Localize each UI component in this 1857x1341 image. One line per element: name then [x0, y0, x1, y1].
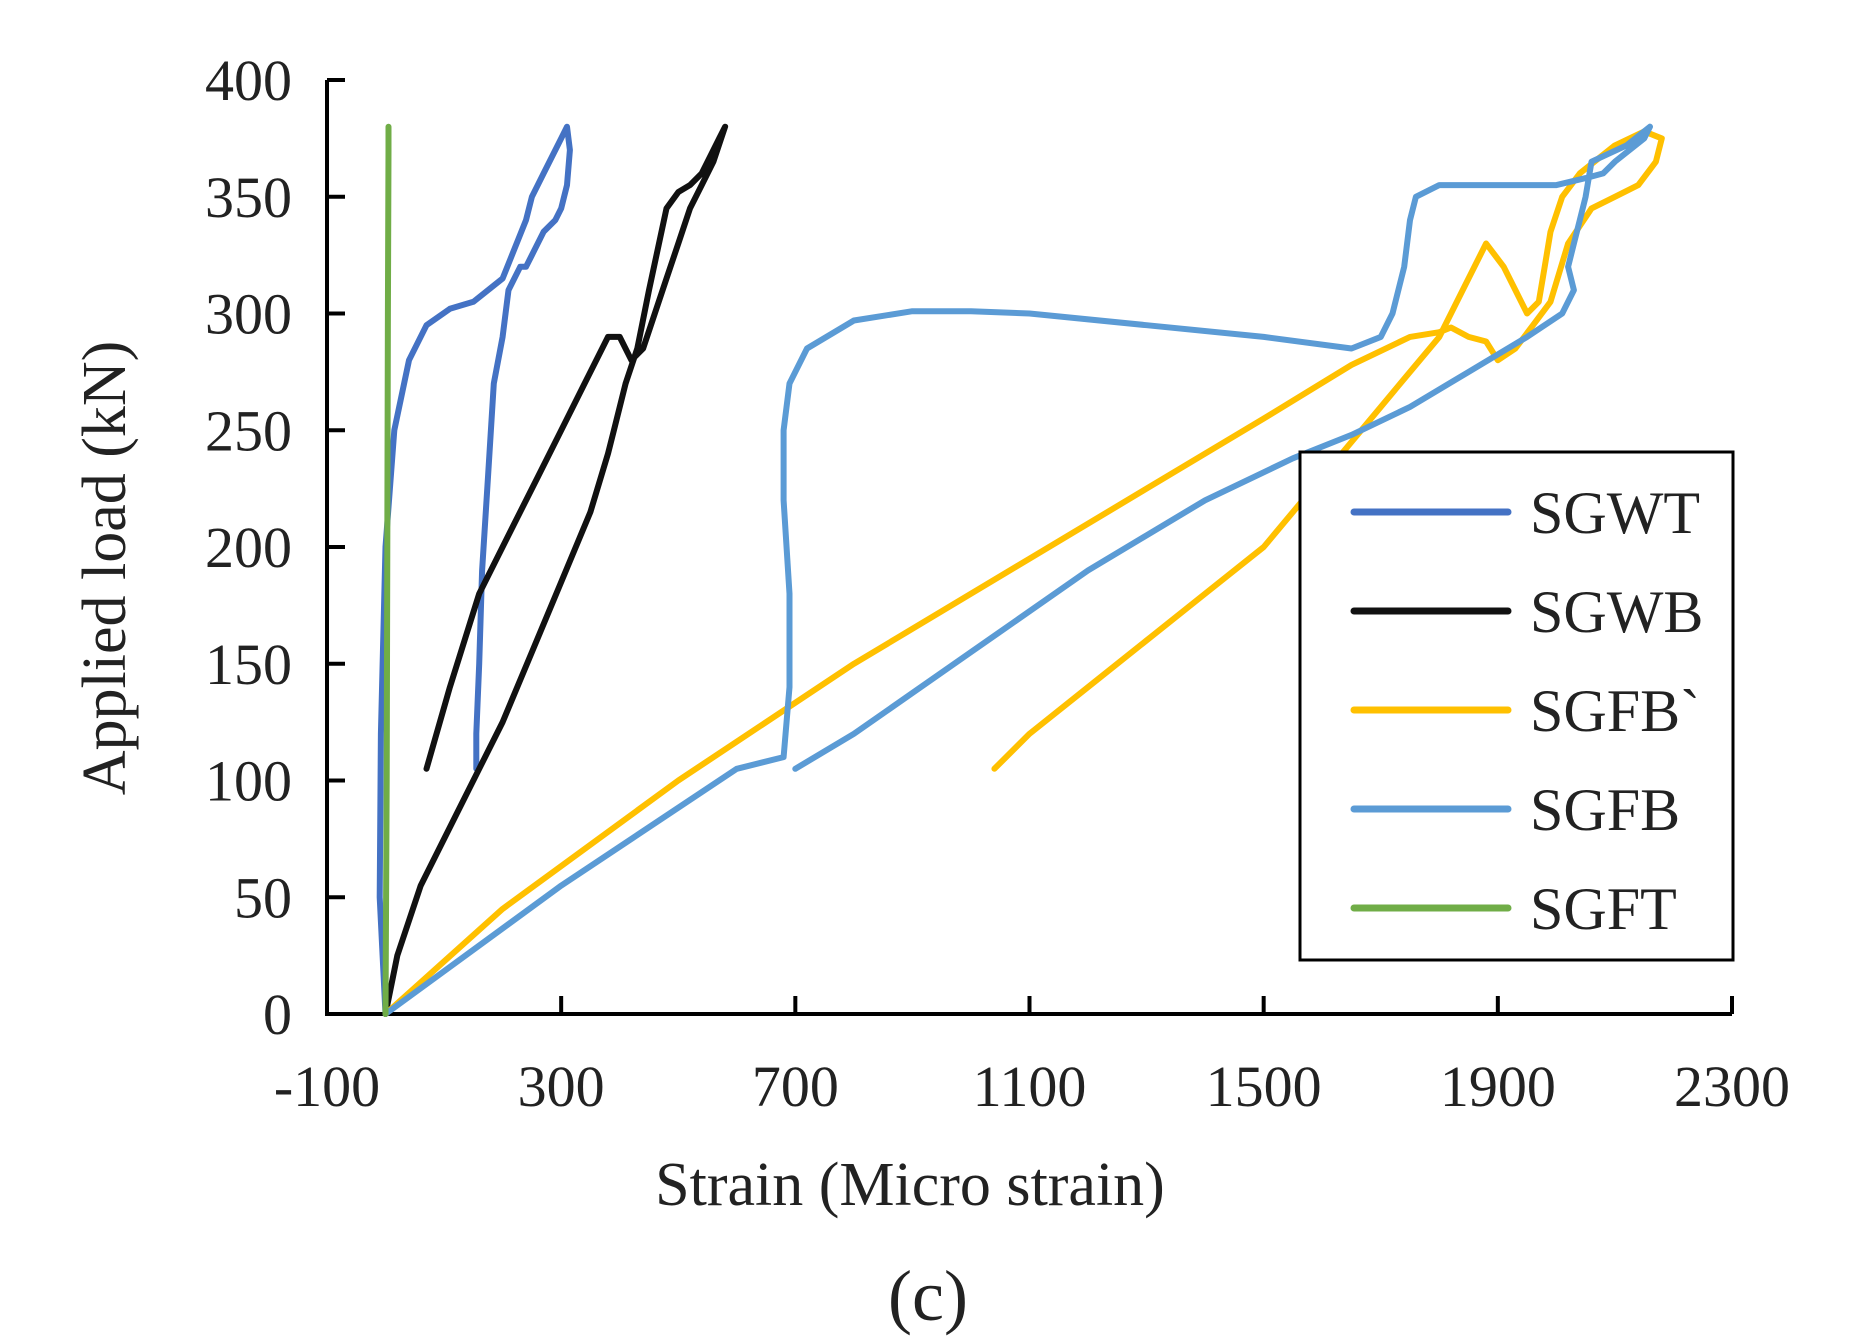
series-line-sgfb — [382, 123, 1653, 1017]
legend-label: SGFT — [1530, 876, 1677, 942]
y-tick-label: 100 — [205, 749, 292, 814]
legend-label: SGFB` — [1530, 678, 1700, 744]
y-tick-label: 0 — [263, 982, 292, 1047]
legend-label: SGWT — [1530, 480, 1700, 546]
series-line-sgfb — [382, 128, 1665, 1017]
x-ticks: -100 300 700 1100 1500 1900 2300 — [274, 996, 1790, 1119]
legend-entries: SGWT SGWB SGFB` SGFB SGFT — [1350, 480, 1703, 942]
panel-sublabel: (c) — [888, 1256, 968, 1336]
y-ticks: 0 50 100 150 200 250 300 350 400 — [205, 48, 345, 1047]
y-tick-label: 150 — [205, 632, 292, 697]
series-line-sgwt — [376, 123, 573, 1017]
x-tick-label: 700 — [752, 1054, 839, 1119]
x-tick-label: 2300 — [1674, 1054, 1790, 1119]
legend-label: SGWB — [1530, 579, 1703, 645]
legend: SGWT SGWB SGFB` SGFB SGFT — [1298, 450, 1735, 962]
y-tick-label: 250 — [205, 398, 292, 463]
y-axis-label: Applied load (kN) — [71, 341, 139, 796]
x-axis-label: Strain (Micro strain) — [655, 1151, 1165, 1219]
legend-box — [1298, 450, 1735, 962]
y-tick-label: 300 — [205, 282, 292, 347]
y-tick-label: 400 — [205, 48, 292, 113]
y-tick-label: 200 — [205, 515, 292, 580]
y-tick-label: 50 — [234, 865, 292, 930]
x-tick-label: 1100 — [973, 1054, 1087, 1119]
x-tick-label: 300 — [518, 1054, 605, 1119]
series-line-sgft — [382, 123, 392, 1017]
y-tick-label: 350 — [205, 165, 292, 230]
legend-label: SGFB — [1530, 777, 1680, 843]
x-tick-label: -100 — [274, 1054, 380, 1119]
series-line-sgwb — [382, 123, 729, 1017]
series-lines — [376, 123, 1665, 1017]
x-tick-label: 1900 — [1440, 1054, 1556, 1119]
x-tick-label: 1500 — [1206, 1054, 1322, 1119]
